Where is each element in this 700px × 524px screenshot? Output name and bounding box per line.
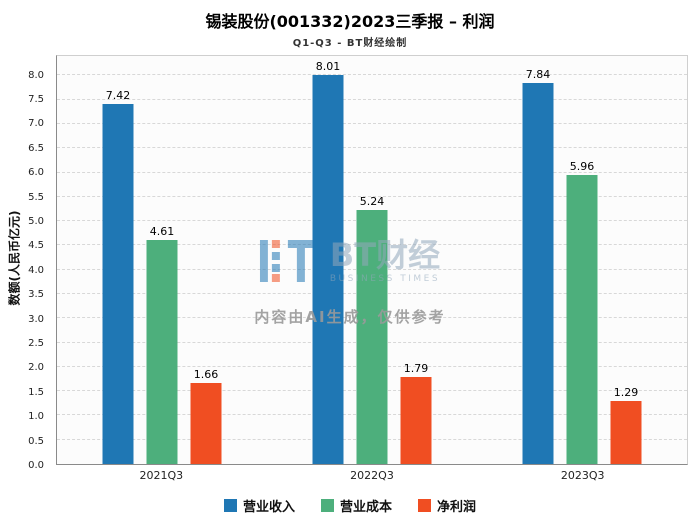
x-axis-category-label: 2022Q3 [350, 469, 394, 482]
y-tick-label: 3.0 [28, 313, 44, 325]
y-tick-label: 0.5 [28, 435, 44, 447]
y-tick-label: 0.0 [28, 460, 44, 471]
y-tick-label: 5.5 [28, 191, 44, 203]
chart-subtitle: Q1-Q3 - BT财经绘制 [292, 38, 408, 49]
bar-group: 8.01 5.24 1.79 [312, 56, 432, 464]
x-axis-category-label: 2023Q3 [560, 469, 605, 482]
legend: 营业收入 营业成本 净利润 [0, 496, 700, 515]
y-tick-label: 7.5 [28, 93, 44, 105]
legend-item: 营业收入 [223, 496, 295, 515]
bar-value-label: 1.66 [193, 368, 219, 382]
y-tick-label: 3.5 [28, 289, 44, 301]
y-tick-label: 8.0 [28, 69, 44, 81]
gridline [57, 147, 687, 149]
bar-value-label: 5.96 [569, 159, 595, 173]
bar: 8.01 [312, 60, 344, 464]
x-axis-labels: 2021Q3 2022Q3 2023Q3 [56, 469, 688, 483]
bar-value-label: 1.79 [403, 362, 429, 376]
bar-group: 7.84 5.96 1.29 [522, 56, 642, 464]
bar: 7.84 [522, 68, 554, 464]
gridline [57, 195, 687, 197]
gridline [57, 123, 687, 124]
gridline [57, 74, 687, 76]
y-tick-label: 2.5 [28, 337, 44, 349]
bar-value-label: 5.24 [359, 194, 385, 208]
y-tick-label: 6.0 [28, 167, 44, 179]
legend-item: 营业成本 [320, 496, 392, 515]
y-tick-label: 6.5 [28, 142, 44, 154]
legend-swatch [418, 499, 431, 512]
bar-value-label: 8.01 [315, 59, 341, 73]
bar-value-label: 1.29 [613, 386, 639, 400]
y-tick-label: 4.0 [28, 264, 44, 276]
y-tick-label: 4.5 [28, 240, 44, 252]
bar-value-label: 7.84 [525, 68, 551, 82]
bar: 1.66 [190, 368, 222, 464]
bar: 1.79 [400, 362, 432, 464]
y-tick-label: 1.0 [28, 411, 44, 423]
legend-swatch [320, 499, 334, 512]
legend-swatch [223, 499, 237, 512]
bar-value-label: 4.61 [149, 225, 175, 239]
y-tick-label: 1.5 [28, 386, 44, 398]
y-axis-ticks: 0.0 0.5 1.0 1.5 2.0 2.5 3.0 3.5 4.0 4.5 5.0 5.5 6.0 6… [0, 55, 46, 471]
legend-label: 营业成本 [339, 500, 392, 515]
bar: 7.42 [102, 89, 134, 464]
legend-label: 净利润 [437, 500, 477, 515]
gridline [57, 98, 687, 100]
bar: 5.96 [566, 160, 598, 464]
bar: 4.61 [146, 225, 178, 464]
y-tick-label: 5.0 [28, 215, 44, 227]
y-tick-label: 2.0 [28, 362, 44, 374]
bar: 1.29 [610, 386, 642, 464]
y-tick-label: 7.0 [28, 118, 44, 130]
bar: 5.24 [356, 195, 388, 464]
bar-value-label: 7.42 [105, 88, 131, 102]
chart-title: 锡装股份(001332)2023三季报 – 利润 [205, 12, 495, 31]
x-axis-category-label: 2021Q3 [139, 469, 184, 482]
gridline [57, 171, 687, 173]
bar-group: 7.42 4.61 1.66 [102, 56, 222, 464]
legend-item: 净利润 [418, 496, 476, 515]
legend-label: 营业收入 [242, 500, 295, 515]
plot-area: 7.42 4.61 1.66 8.01 5.24 1.79 7.84 5.96 1.29 [56, 55, 688, 465]
